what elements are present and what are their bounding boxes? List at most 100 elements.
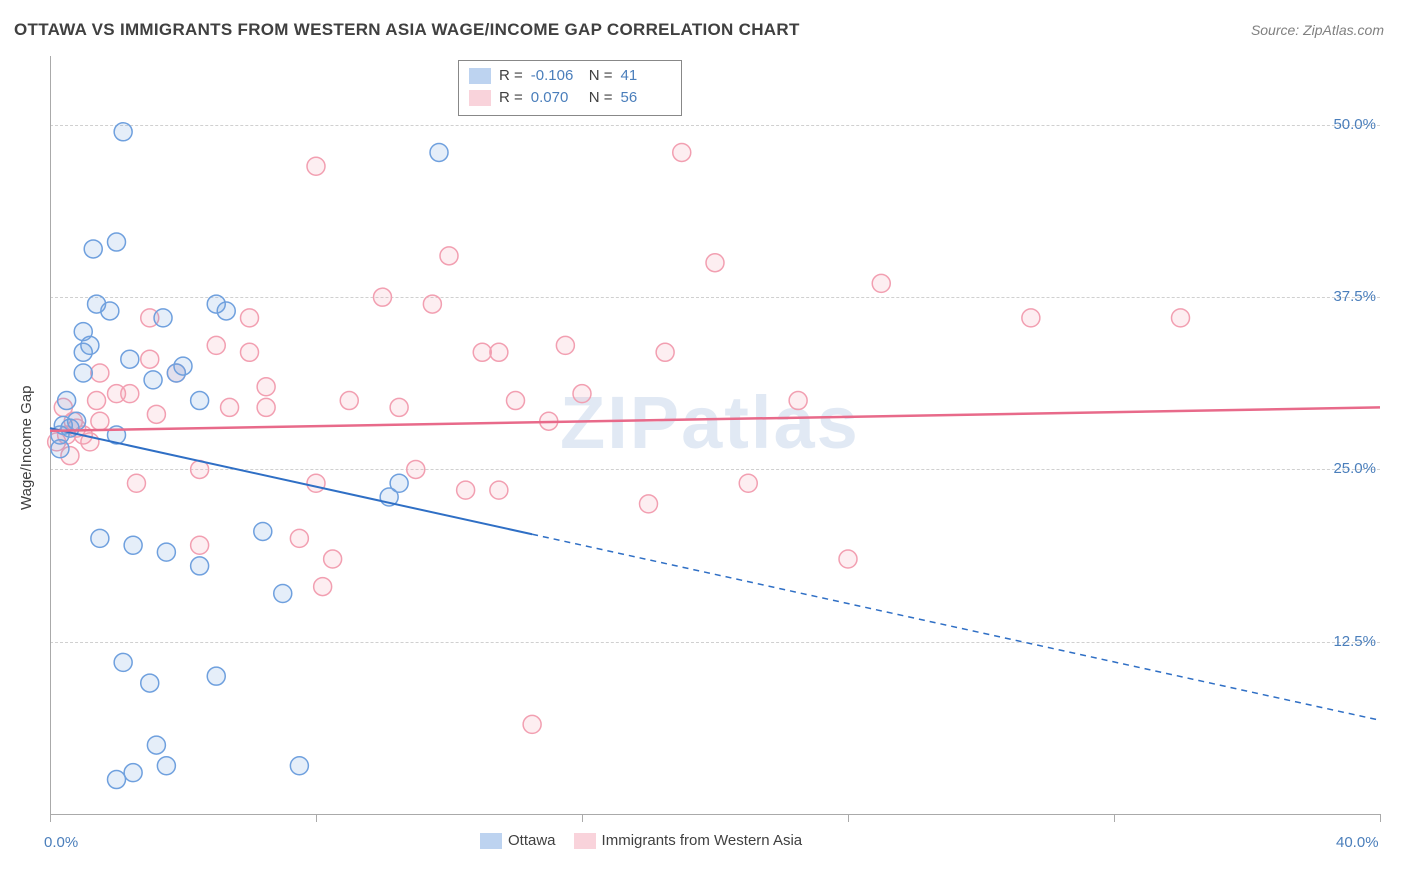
legend-swatch [574, 833, 596, 849]
data-point [207, 295, 225, 313]
data-point [124, 536, 142, 554]
data-point [114, 123, 132, 141]
data-point [457, 481, 475, 499]
data-point [167, 364, 185, 382]
data-point [307, 157, 325, 175]
data-point [307, 474, 325, 492]
data-point [430, 143, 448, 161]
data-point [440, 247, 458, 265]
data-point [74, 343, 92, 361]
legend-swatch [480, 833, 502, 849]
stats-legend-row: R = 0.070 N = 56 [469, 87, 671, 109]
data-point [673, 143, 691, 161]
x-tick-label: 40.0% [1336, 834, 1379, 851]
y-tick-label: 12.5% [1333, 633, 1376, 650]
data-point [207, 667, 225, 685]
data-point [191, 536, 209, 554]
legend-label: Immigrants from Western Asia [602, 832, 803, 849]
data-point [706, 254, 724, 272]
data-point [556, 336, 574, 354]
data-point [254, 522, 272, 540]
legend-item: Ottawa [480, 832, 556, 849]
legend-label: Ottawa [508, 832, 556, 849]
data-point [58, 392, 76, 410]
x-tick-label: 0.0% [44, 834, 78, 851]
legend-swatch [469, 90, 491, 106]
data-point [91, 529, 109, 547]
data-point [88, 392, 106, 410]
data-point [108, 233, 126, 251]
data-point [374, 288, 392, 306]
data-point [839, 550, 857, 568]
data-point [257, 378, 275, 396]
trend-line-extrapolated [532, 534, 1380, 720]
data-point [191, 392, 209, 410]
data-point [51, 440, 69, 458]
bottom-legend: Ottawa Immigrants from Western Asia [480, 832, 802, 849]
data-point [523, 715, 541, 733]
stat-value: 56 [621, 87, 671, 109]
data-point [739, 474, 757, 492]
data-point [91, 412, 109, 430]
data-point [789, 392, 807, 410]
legend-item: Immigrants from Western Asia [574, 832, 803, 849]
data-point [154, 309, 172, 327]
data-point [221, 398, 239, 416]
data-point [640, 495, 658, 513]
stat-label: R = [499, 65, 523, 87]
data-point [490, 481, 508, 499]
stats-legend-row: R = -0.106 N = 41 [469, 65, 671, 87]
stat-value: 0.070 [531, 87, 581, 109]
stat-value: -0.106 [531, 65, 581, 87]
y-tick-label: 37.5% [1333, 288, 1376, 305]
data-point [121, 350, 139, 368]
data-point [191, 557, 209, 575]
data-point [274, 584, 292, 602]
data-point [290, 529, 308, 547]
data-point [147, 405, 165, 423]
data-point [324, 550, 342, 568]
data-point [573, 385, 591, 403]
data-point [141, 350, 159, 368]
scatter-plot [0, 0, 1406, 892]
stat-value: 41 [621, 65, 671, 87]
data-point [390, 398, 408, 416]
data-point [147, 736, 165, 754]
data-point [74, 364, 92, 382]
data-point [207, 336, 225, 354]
stats-legend: R = -0.106 N = 41 R = 0.070 N = 56 [458, 60, 682, 116]
data-point [91, 364, 109, 382]
stat-label: N = [589, 65, 613, 87]
stat-label: N = [589, 87, 613, 109]
trend-line [50, 407, 1380, 430]
y-tick-label: 25.0% [1333, 460, 1376, 477]
stat-label: R = [499, 87, 523, 109]
data-point [157, 543, 175, 561]
data-point [121, 385, 139, 403]
trend-line [50, 428, 532, 534]
data-point [407, 460, 425, 478]
data-point [314, 578, 332, 596]
data-point [144, 371, 162, 389]
data-point [656, 343, 674, 361]
data-point [1172, 309, 1190, 327]
data-point [84, 240, 102, 258]
data-point [241, 343, 259, 361]
data-point [423, 295, 441, 313]
data-point [101, 302, 119, 320]
data-point [124, 764, 142, 782]
data-point [257, 398, 275, 416]
data-point [114, 653, 132, 671]
chart-container: OTTAWA VS IMMIGRANTS FROM WESTERN ASIA W… [0, 0, 1406, 892]
data-point [872, 274, 890, 292]
data-point [157, 757, 175, 775]
data-point [507, 392, 525, 410]
data-point [1022, 309, 1040, 327]
data-point [68, 412, 86, 430]
legend-swatch [469, 68, 491, 84]
y-tick-label: 50.0% [1333, 116, 1376, 133]
data-point [108, 771, 126, 789]
data-point [473, 343, 491, 361]
data-point [241, 309, 259, 327]
data-point [490, 343, 508, 361]
